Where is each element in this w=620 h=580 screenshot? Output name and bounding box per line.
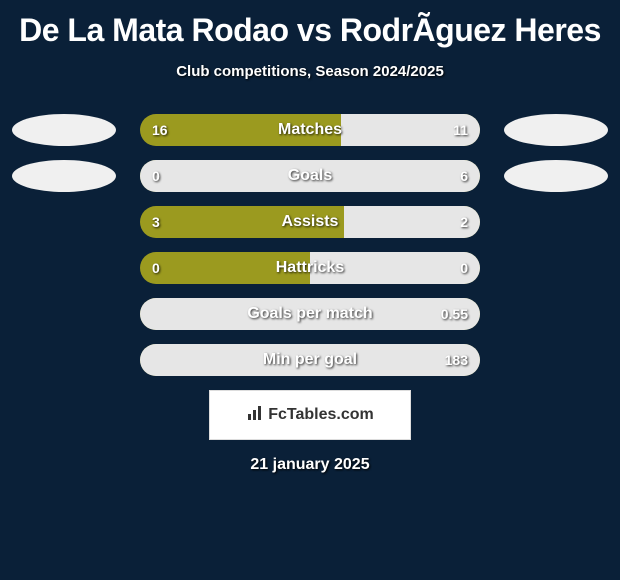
bar-fill-right — [140, 160, 480, 192]
avatar-right-bottom — [504, 160, 608, 192]
stat-row: 06Goals — [0, 160, 620, 192]
stat-value-right: 2 — [460, 206, 468, 238]
stat-value-left: 0 — [152, 160, 160, 192]
bar-fill-right — [310, 252, 480, 284]
stat-bar: 00Hattricks — [140, 252, 480, 284]
comparison-chart: 1611Matches06Goals32Assists00Hattricks0.… — [0, 114, 620, 376]
stat-value-right: 6 — [460, 160, 468, 192]
avatar-right-top — [504, 114, 608, 146]
avatar-left-bottom — [12, 160, 116, 192]
stat-row: 00Hattricks — [0, 252, 620, 284]
stat-value-right: 0 — [460, 252, 468, 284]
logo-text: FcTables.com — [268, 406, 374, 424]
stat-bar: 183Min per goal — [140, 344, 480, 376]
date-label: 21 january 2025 — [0, 456, 620, 474]
stat-value-left: 0 — [152, 252, 160, 284]
stat-value-right: 11 — [453, 114, 468, 146]
page-title: De La Mata Rodao vs RodrÃ­guez Heres — [0, 0, 620, 49]
stat-row: 1611Matches — [0, 114, 620, 146]
stat-value-right: 0.55 — [441, 298, 468, 330]
stat-row: 0.55Goals per match — [0, 298, 620, 330]
avatar-left-top — [12, 114, 116, 146]
chart-icon — [246, 404, 264, 427]
bar-fill-right — [140, 344, 480, 376]
stat-value-left: 3 — [152, 206, 160, 238]
bar-fill-right — [140, 298, 480, 330]
page-subtitle: Club competitions, Season 2024/2025 — [0, 63, 620, 80]
stat-row: 32Assists — [0, 206, 620, 238]
footer-logo[interactable]: FcTables.com — [209, 390, 411, 440]
stat-bar: 0.55Goals per match — [140, 298, 480, 330]
stat-value-right: 183 — [445, 344, 468, 376]
stat-row: 183Min per goal — [0, 344, 620, 376]
stat-bar: 06Goals — [140, 160, 480, 192]
stat-bar: 32Assists — [140, 206, 480, 238]
stat-value-left: 16 — [152, 114, 168, 146]
stat-bar: 1611Matches — [140, 114, 480, 146]
